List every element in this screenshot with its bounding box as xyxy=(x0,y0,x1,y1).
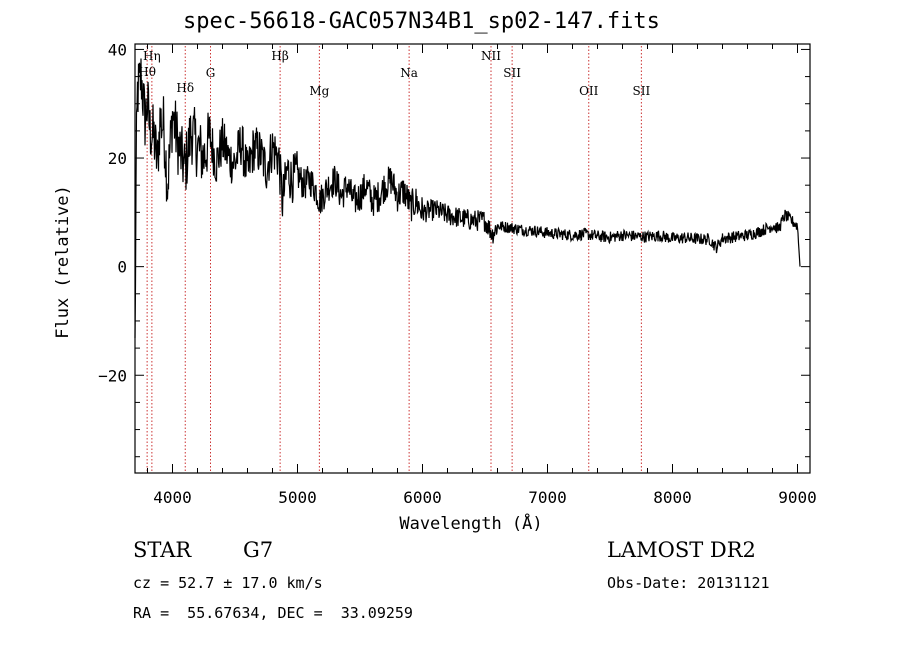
chart-title: spec-56618-GAC057N34B1_sp02-147.fits xyxy=(183,9,660,34)
observation-date: Obs-Date: 20131121 xyxy=(607,574,770,592)
y-tick-label: 40 xyxy=(108,40,127,59)
spectral-line-label: Hδ xyxy=(176,81,194,95)
spectrum-line xyxy=(134,58,801,339)
plot-frame xyxy=(134,43,811,474)
y-axis-ticks: −20 0 20 40 xyxy=(98,40,810,458)
spectral-line-label: Hη xyxy=(143,49,161,63)
y-tick-label: −20 xyxy=(98,366,127,385)
redshift-cz: cz = 52.7 ± 17.0 km/s xyxy=(133,574,323,592)
spectral-line-label: Hθ xyxy=(138,65,156,79)
y-axis-label: Flux (relative) xyxy=(53,185,73,339)
x-axis-label: Wavelength (Å) xyxy=(399,512,542,534)
spectral-line-label: NII xyxy=(481,49,501,63)
x-tick-label: 8000 xyxy=(653,488,692,507)
y-tick-label: 0 xyxy=(117,258,127,277)
x-axis-ticks: 4000 5000 6000 7000 8000 9000 xyxy=(147,44,817,507)
survey-name: LAMOST DR2 xyxy=(607,538,756,562)
x-tick-label: 5000 xyxy=(278,488,317,507)
spectral-line-label: Hβ xyxy=(271,49,288,63)
object-subclass: G7 xyxy=(243,538,274,562)
spectral-line-label: G xyxy=(206,66,216,80)
x-tick-label: 6000 xyxy=(403,488,442,507)
spectral-line-label: OII xyxy=(579,84,599,98)
x-tick-label: 9000 xyxy=(778,488,817,507)
object-class: STAR xyxy=(133,538,192,562)
x-tick-label: 4000 xyxy=(153,488,192,507)
y-tick-label: 20 xyxy=(108,149,127,168)
spectral-line-label: SII xyxy=(503,66,521,80)
x-tick-label: 7000 xyxy=(528,488,567,507)
spectral-line-label: Na xyxy=(400,66,418,80)
spectral-line-label: SII xyxy=(633,84,651,98)
spectral-line-markers xyxy=(146,46,642,472)
spectral-line-label: Mg xyxy=(309,84,329,98)
coordinates: RA = 55.67634, DEC = 33.09259 xyxy=(133,604,413,622)
